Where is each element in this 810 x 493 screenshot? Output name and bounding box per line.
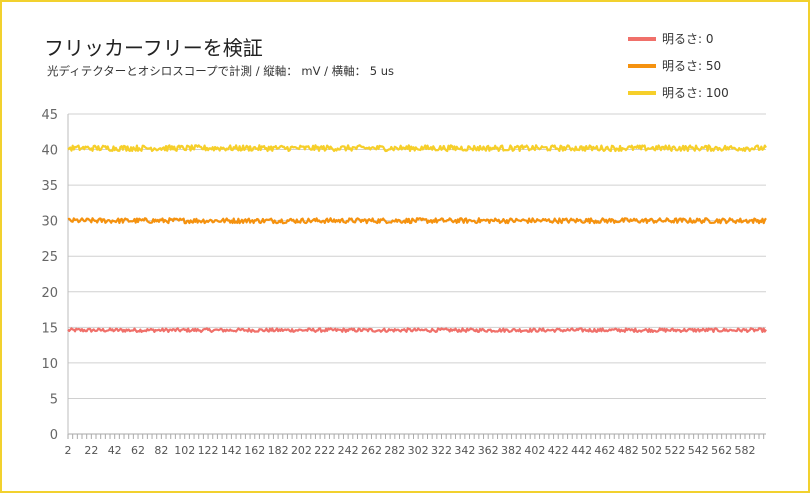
legend-label-50: 明るさ: 50 — [662, 59, 722, 73]
series-line-1 — [67, 217, 767, 225]
legend: 明るさ: 0 明るさ: 50 明るさ: 100 — [628, 25, 729, 106]
x-tick-label: 22 — [84, 444, 98, 457]
x-tick-label: 262 — [361, 444, 382, 457]
x-tick-label: 142 — [221, 444, 242, 457]
series-line-2 — [67, 144, 767, 153]
x-tick-label: 342 — [454, 444, 475, 457]
x-tick-label: 502 — [641, 444, 662, 457]
x-tick-label: 462 — [594, 444, 615, 457]
x-tick-label: 42 — [108, 444, 122, 457]
y-tick-label: 25 — [41, 250, 58, 265]
y-tick-label: 35 — [41, 179, 58, 194]
legend-item-100: 明るさ: 100 — [628, 79, 729, 106]
y-tick-label: 5 — [50, 392, 58, 407]
y-tick-label: 15 — [41, 321, 58, 336]
x-tick-label: 382 — [501, 444, 522, 457]
x-tick-label: 422 — [548, 444, 569, 457]
x-tick-label: 442 — [571, 444, 592, 457]
x-tick-label: 182 — [268, 444, 289, 457]
series-line-0 — [67, 327, 767, 333]
chart-title: フリッカーフリーを検証 — [44, 36, 263, 60]
legend-swatch-100 — [628, 90, 656, 95]
x-tick-label: 322 — [431, 444, 452, 457]
y-tick-label: 30 — [41, 215, 58, 230]
x-tick-label: 522 — [664, 444, 685, 457]
x-tick-label: 482 — [618, 444, 639, 457]
legend-label-0: 明るさ: 0 — [662, 32, 714, 46]
x-tick-label: 222 — [314, 444, 335, 457]
x-tick-label: 402 — [524, 444, 545, 457]
legend-swatch-0 — [628, 36, 656, 41]
legend-item-0: 明るさ: 0 — [628, 25, 729, 52]
y-tick-label: 40 — [41, 144, 58, 159]
x-tick-label: 62 — [131, 444, 145, 457]
x-tick-label: 302 — [408, 444, 429, 457]
x-tick-label: 282 — [384, 444, 405, 457]
x-tick-label: 2 — [65, 444, 72, 457]
legend-label-100: 明るさ: 100 — [662, 86, 729, 100]
y-tick-label: 20 — [41, 286, 58, 301]
y-tick-label: 0 — [50, 428, 58, 443]
legend-swatch-50 — [628, 63, 656, 68]
x-tick-label: 82 — [154, 444, 168, 457]
y-tick-label: 45 — [41, 108, 58, 123]
x-tick-label: 122 — [198, 444, 219, 457]
x-tick-label: 242 — [338, 444, 359, 457]
x-tick-label: 582 — [734, 444, 755, 457]
legend-item-50: 明るさ: 50 — [628, 52, 729, 79]
x-tick-label: 562 — [711, 444, 732, 457]
x-tick-label: 202 — [291, 444, 312, 457]
x-tick-label: 362 — [478, 444, 499, 457]
x-tick-label: 542 — [688, 444, 709, 457]
chart-subtitle: 光ディテクターとオシロスコープで計測 / 縦軸： mV / 横軸： 5 us — [47, 64, 395, 78]
x-tick-label: 162 — [244, 444, 265, 457]
y-tick-label: 10 — [41, 357, 58, 372]
x-tick-label: 102 — [174, 444, 195, 457]
